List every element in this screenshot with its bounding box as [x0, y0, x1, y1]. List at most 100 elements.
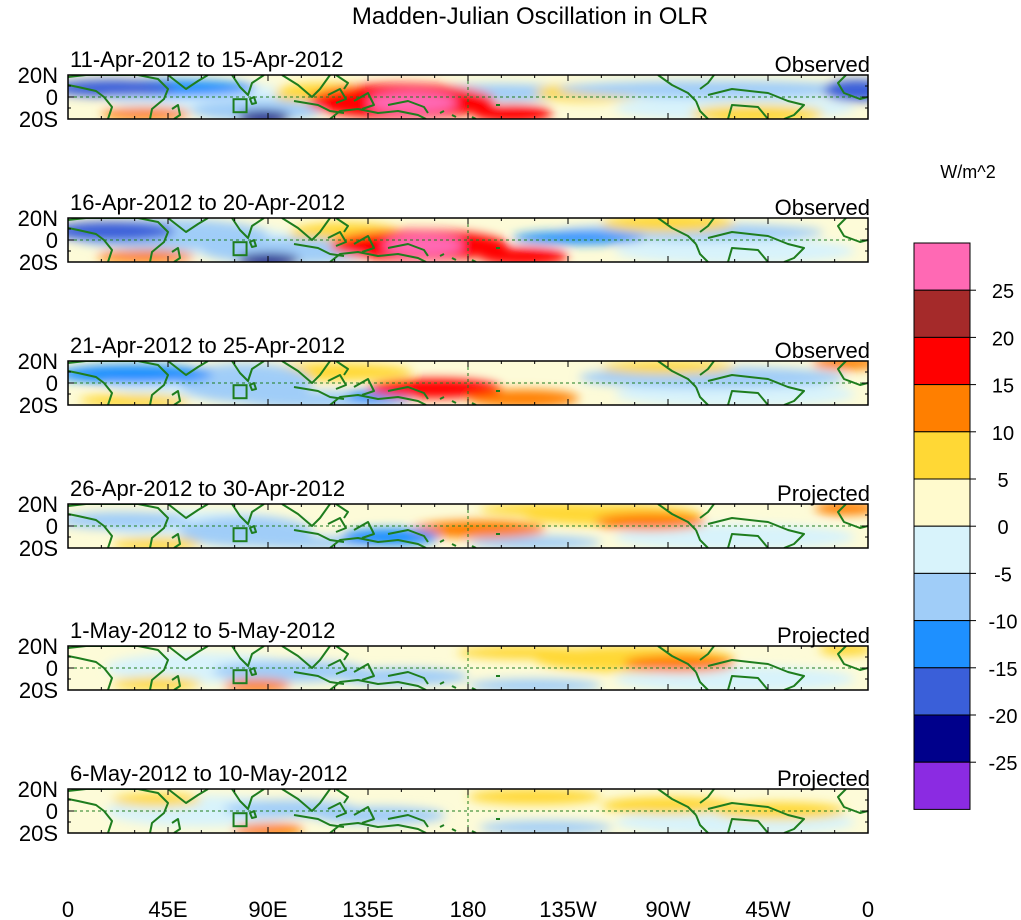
olr-anomaly-blob	[223, 679, 291, 690]
x-tick-label: 90W	[645, 897, 690, 920]
y-tick-label: 0	[46, 85, 58, 110]
olr-anomaly-blob	[96, 249, 195, 262]
olr-anomaly-blob	[512, 231, 646, 245]
olr-anomaly-blob	[819, 646, 868, 656]
region-box-marker	[232, 241, 248, 257]
y-tick-label: 20N	[18, 63, 58, 88]
colorbar-box	[913, 572, 971, 622]
colorbar-label: -10	[989, 612, 1018, 634]
panel-period-label: 6-May-2012 to 10-May-2012	[70, 761, 348, 786]
panel-period-label: 11-Apr-2012 to 15-Apr-2012	[70, 47, 344, 72]
y-tick-label: 20S	[19, 678, 58, 703]
olr-anomaly-blob	[556, 80, 868, 99]
olr-anomaly-blob	[368, 378, 502, 399]
panel-status-label: Projected	[777, 481, 870, 506]
colorbar-box	[913, 761, 971, 810]
colorbar-box	[913, 667, 971, 716]
olr-anomaly-blob	[383, 234, 464, 257]
y-tick-label: 20S	[19, 821, 58, 846]
panel-status-label: Observed	[775, 52, 870, 77]
panel-status-label: Projected	[777, 623, 870, 648]
y-tick-label: 0	[46, 371, 58, 396]
anomaly-field	[68, 361, 868, 405]
panel-period-label: 1-May-2012 to 5-May-2012	[70, 618, 335, 643]
olr-anomaly-blob	[468, 389, 580, 405]
region-box-marker	[232, 527, 248, 543]
y-tick-label: 0	[46, 799, 58, 824]
colorbar-label: 15	[992, 376, 1014, 398]
olr-anomaly-blob	[68, 511, 191, 530]
x-tick-label: 90E	[248, 897, 287, 920]
panel-period-label: 21-Apr-2012 to 25-Apr-2012	[70, 333, 345, 358]
colorbar-label: -25	[989, 753, 1018, 775]
region-box-marker	[232, 98, 248, 114]
y-tick-label: 0	[46, 656, 58, 681]
olr-anomaly-blob	[479, 504, 635, 517]
olr-anomaly-blob	[472, 104, 553, 119]
y-tick-label: 20N	[18, 777, 58, 802]
olr-anomaly-blob	[690, 104, 824, 119]
colorbar-label: -5	[994, 564, 1012, 586]
panel-status-label: Observed	[775, 195, 870, 220]
olr-anomaly-blob	[68, 79, 175, 97]
anomaly-field	[68, 646, 868, 690]
panel-period-label: 16-Apr-2012 to 20-Apr-2012	[70, 190, 345, 215]
y-tick-label: 20S	[19, 393, 58, 418]
y-tick-label: 20S	[19, 536, 58, 561]
figure-title: Madden-Julian Oscillation in OLR	[352, 3, 708, 30]
colorbar-box	[913, 620, 971, 669]
colorbar-box	[913, 336, 971, 386]
region-box-marker	[232, 669, 248, 685]
y-tick-label: 20N	[18, 349, 58, 374]
colorbar-label: 5	[997, 470, 1008, 492]
region-box-marker	[232, 812, 248, 828]
x-tick-label: 0	[62, 897, 74, 920]
colorbar-label: -20	[989, 706, 1018, 728]
y-tick-label: 20N	[18, 634, 58, 659]
colorbar-box	[913, 384, 971, 433]
y-tick-label: 20N	[18, 206, 58, 231]
x-tick-label: 45W	[745, 897, 790, 920]
olr-anomaly-blob	[112, 676, 202, 690]
colorbar-box	[913, 242, 971, 291]
region-box-marker	[232, 384, 248, 400]
olr-anomaly-blob	[190, 99, 324, 119]
colorbar-label: 0	[997, 517, 1008, 539]
x-tick-label: 135E	[342, 897, 393, 920]
olr-anomaly-blob	[112, 793, 202, 807]
colorbar-box	[913, 289, 971, 338]
x-tick-label: 180	[450, 897, 487, 920]
y-tick-label: 0	[46, 228, 58, 253]
colorbar-label: 20	[992, 328, 1014, 350]
y-tick-label: 20S	[19, 107, 58, 132]
x-axis: 0 45E 90E 135E 180 135W 90W 45W 0	[62, 897, 874, 920]
olr-anomaly-blob	[823, 79, 868, 102]
colorbar-box	[913, 478, 971, 527]
x-tick-label: 0	[862, 897, 874, 920]
y-tick-label: 20N	[18, 492, 58, 517]
panel-status-label: Observed	[775, 338, 870, 363]
y-tick-label: 0	[46, 514, 58, 539]
colorbar: 25 20 15 10 5 0 -5 -10 -15 -20 -25	[913, 242, 1018, 810]
colorbar-box	[913, 525, 971, 574]
y-tick-label: 20S	[19, 250, 58, 275]
olr-anomaly-blob	[312, 806, 446, 825]
panel-period-label: 26-Apr-2012 to 30-Apr-2012	[70, 476, 345, 501]
colorbar-label: 10	[992, 423, 1014, 445]
x-tick-label: 135W	[539, 897, 597, 920]
olr-anomaly-blob	[236, 110, 291, 119]
colorbar-label: 25	[992, 281, 1014, 303]
colorbar-units-label: W/m^2	[940, 162, 995, 182]
colorbar-box	[913, 714, 971, 763]
colorbar-label: -15	[989, 659, 1018, 681]
x-tick-label: 45E	[148, 897, 187, 920]
colorbar-box	[913, 431, 971, 480]
